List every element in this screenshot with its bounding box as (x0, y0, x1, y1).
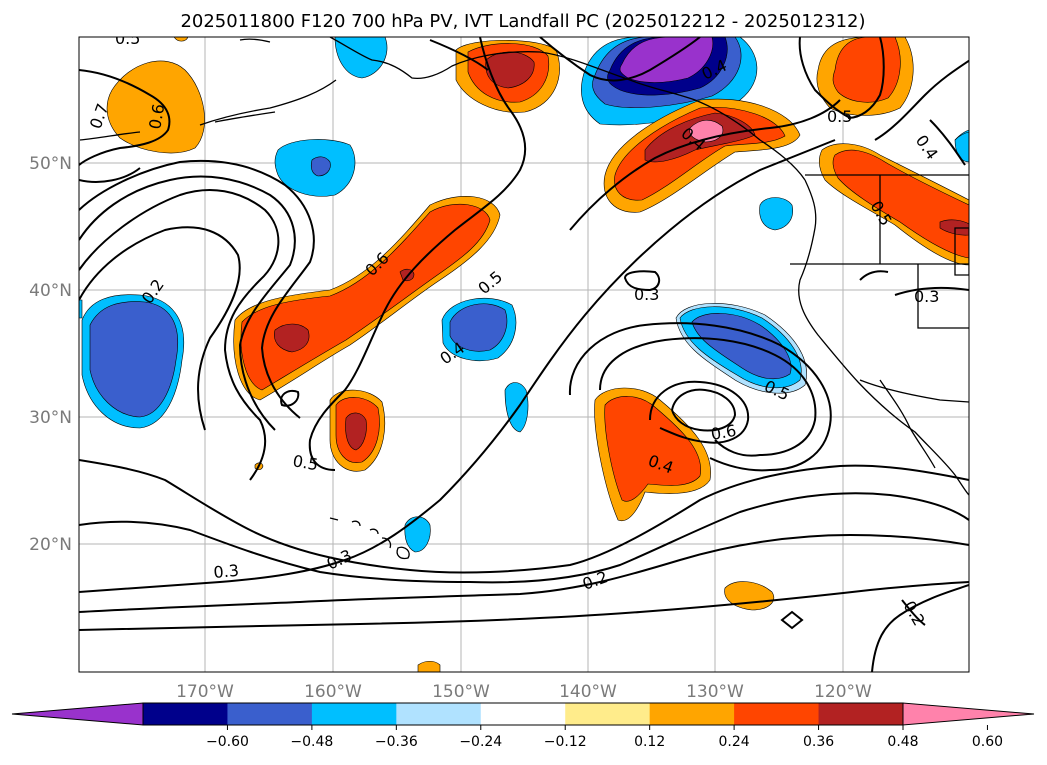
colorbar-tick-label: −0.60 (206, 734, 249, 750)
colorbar-extend-low (11, 702, 144, 726)
lat-label-40n: 40°N (29, 281, 72, 301)
colorbar-tick-label: 0.48 (887, 734, 918, 750)
colorbar-tick-label: 0.60 (972, 734, 1003, 750)
colorbar-extend-high (902, 702, 1035, 726)
colorbar-tick-label: −0.24 (459, 734, 502, 750)
colorbar-tick-label: 0.24 (719, 734, 750, 750)
contour-label: 0.5 (827, 107, 852, 126)
colorbar-cell (565, 703, 651, 725)
lon-label-160w: 160°W (304, 682, 362, 702)
colorbar-cell (818, 703, 904, 725)
colorbar-tick-label: −0.48 (290, 734, 333, 750)
colorbar-cell (311, 703, 397, 725)
pv-shading (79, 37, 969, 672)
colorbar-ticks: −0.60 −0.48 −0.36 −0.24 −0.12 0.12 0.24 0.36 0.4… (206, 725, 1003, 750)
colorbar-tick-label: −0.12 (544, 734, 587, 750)
colorbar-cell (227, 703, 313, 725)
pv-contours (79, 37, 969, 672)
map-panel: 0.7 0.6 0.5 0.2 0.6 0.4 0.5 0.5 0.3 0.5 … (79, 29, 969, 672)
contour-label: 0.3 (634, 285, 659, 304)
colorbar-cell (734, 703, 820, 725)
contour-label: 0.3 (914, 287, 939, 306)
colorbar-frame (142, 702, 904, 726)
colorbar-tick-label: 0.36 (803, 734, 834, 750)
colorbar-cell (649, 703, 735, 725)
lon-label-140w: 140°W (559, 682, 617, 702)
colorbar: −0.60 −0.48 −0.36 −0.24 −0.12 0.12 0.24 0.36 0.4… (11, 702, 1035, 750)
figure-title: 2025011800 F120 700 hPa PV, IVT Landfall… (180, 11, 865, 32)
longitude-labels: 170°W 160°W 150°W 140°W 130°W 120°W (176, 682, 872, 702)
colorbar-cell (480, 703, 566, 725)
latitude-labels: 50°N 40°N 30°N 20°N (29, 154, 72, 555)
colorbar-tick-label: 0.12 (634, 734, 665, 750)
colorbar-cell (396, 703, 482, 725)
map-frame (78, 36, 970, 673)
lon-label-120w: 120°W (814, 682, 872, 702)
contour-label: 0.3 (213, 561, 240, 582)
contour-label: 0.6 (145, 102, 168, 130)
lat-label-20n: 20°N (29, 535, 72, 555)
contour-label: 0.6 (709, 421, 737, 444)
coastlines (79, 37, 969, 630)
lon-label-170w: 170°W (176, 682, 234, 702)
lon-label-150w: 150°W (432, 682, 490, 702)
colorbar-cells (143, 703, 904, 725)
lat-label-50n: 50°N (29, 154, 72, 174)
lon-label-130w: 130°W (686, 682, 744, 702)
contour-label: 0.5 (115, 29, 140, 48)
colorbar-tick-label: −0.36 (375, 734, 418, 750)
lat-label-30n: 30°N (29, 408, 72, 428)
contour-label: 0.5 (291, 451, 319, 474)
colorbar-cell (143, 703, 228, 725)
